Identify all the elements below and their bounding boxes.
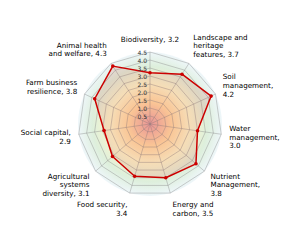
data-point	[209, 94, 213, 98]
data-point	[133, 174, 137, 178]
grid-ring	[79, 52, 222, 193]
data-point	[180, 72, 184, 76]
category-labels: Biodiversity, 3.2 Landscape andheritagefe…	[21, 33, 280, 218]
category-label: Agriculturalsystemsdiversity, 3.1	[43, 172, 90, 198]
data-point	[148, 71, 152, 75]
category-label: Watermanagement,3.0	[229, 124, 279, 150]
tick-label: 3.5	[137, 65, 147, 72]
category-label: Farm businessresilience, 3.8	[26, 78, 78, 96]
category-label: NutrientManagement,3.8	[210, 172, 260, 198]
data-point	[93, 97, 97, 101]
data-point	[194, 162, 198, 166]
data-point	[111, 64, 115, 68]
tick-label: 1.0	[137, 105, 147, 112]
data-polygon	[95, 66, 211, 178]
category-label: Social capital,2.9	[21, 128, 71, 146]
category-label: Soilmanagement,4.2	[223, 72, 273, 98]
category-label: Biodiversity, 3.2	[121, 35, 179, 44]
category-label: Landscape andheritagefeatures, 3.7	[193, 33, 247, 59]
tick-label: 3.0	[137, 73, 147, 80]
data-point	[102, 129, 106, 133]
tick-label: 1.5	[137, 97, 147, 104]
plot-background	[78, 52, 222, 196]
data-point	[164, 176, 168, 180]
data-point	[111, 155, 115, 159]
tick-label: 2.0	[137, 89, 147, 96]
tick-label: 2.5	[137, 81, 147, 88]
category-label: Animal healthand welfare, 4.3	[48, 41, 106, 59]
tick-label: 4.5	[137, 49, 147, 56]
radial-ticks: 0.51.01.52.02.53.03.54.04.5	[137, 49, 147, 120]
tick-label: 4.0	[137, 57, 147, 64]
category-label: Energy andcarbon, 3.5	[173, 200, 214, 218]
data-point	[196, 129, 200, 133]
data-layer	[93, 64, 213, 179]
grid	[79, 52, 222, 193]
grid-ring	[87, 60, 214, 185]
tick-label: 0.5	[137, 113, 147, 120]
category-label: Food security,3.4	[77, 200, 128, 218]
radar-chart: 0.51.01.52.02.53.03.54.04.5Biodiversity,…	[0, 0, 300, 245]
